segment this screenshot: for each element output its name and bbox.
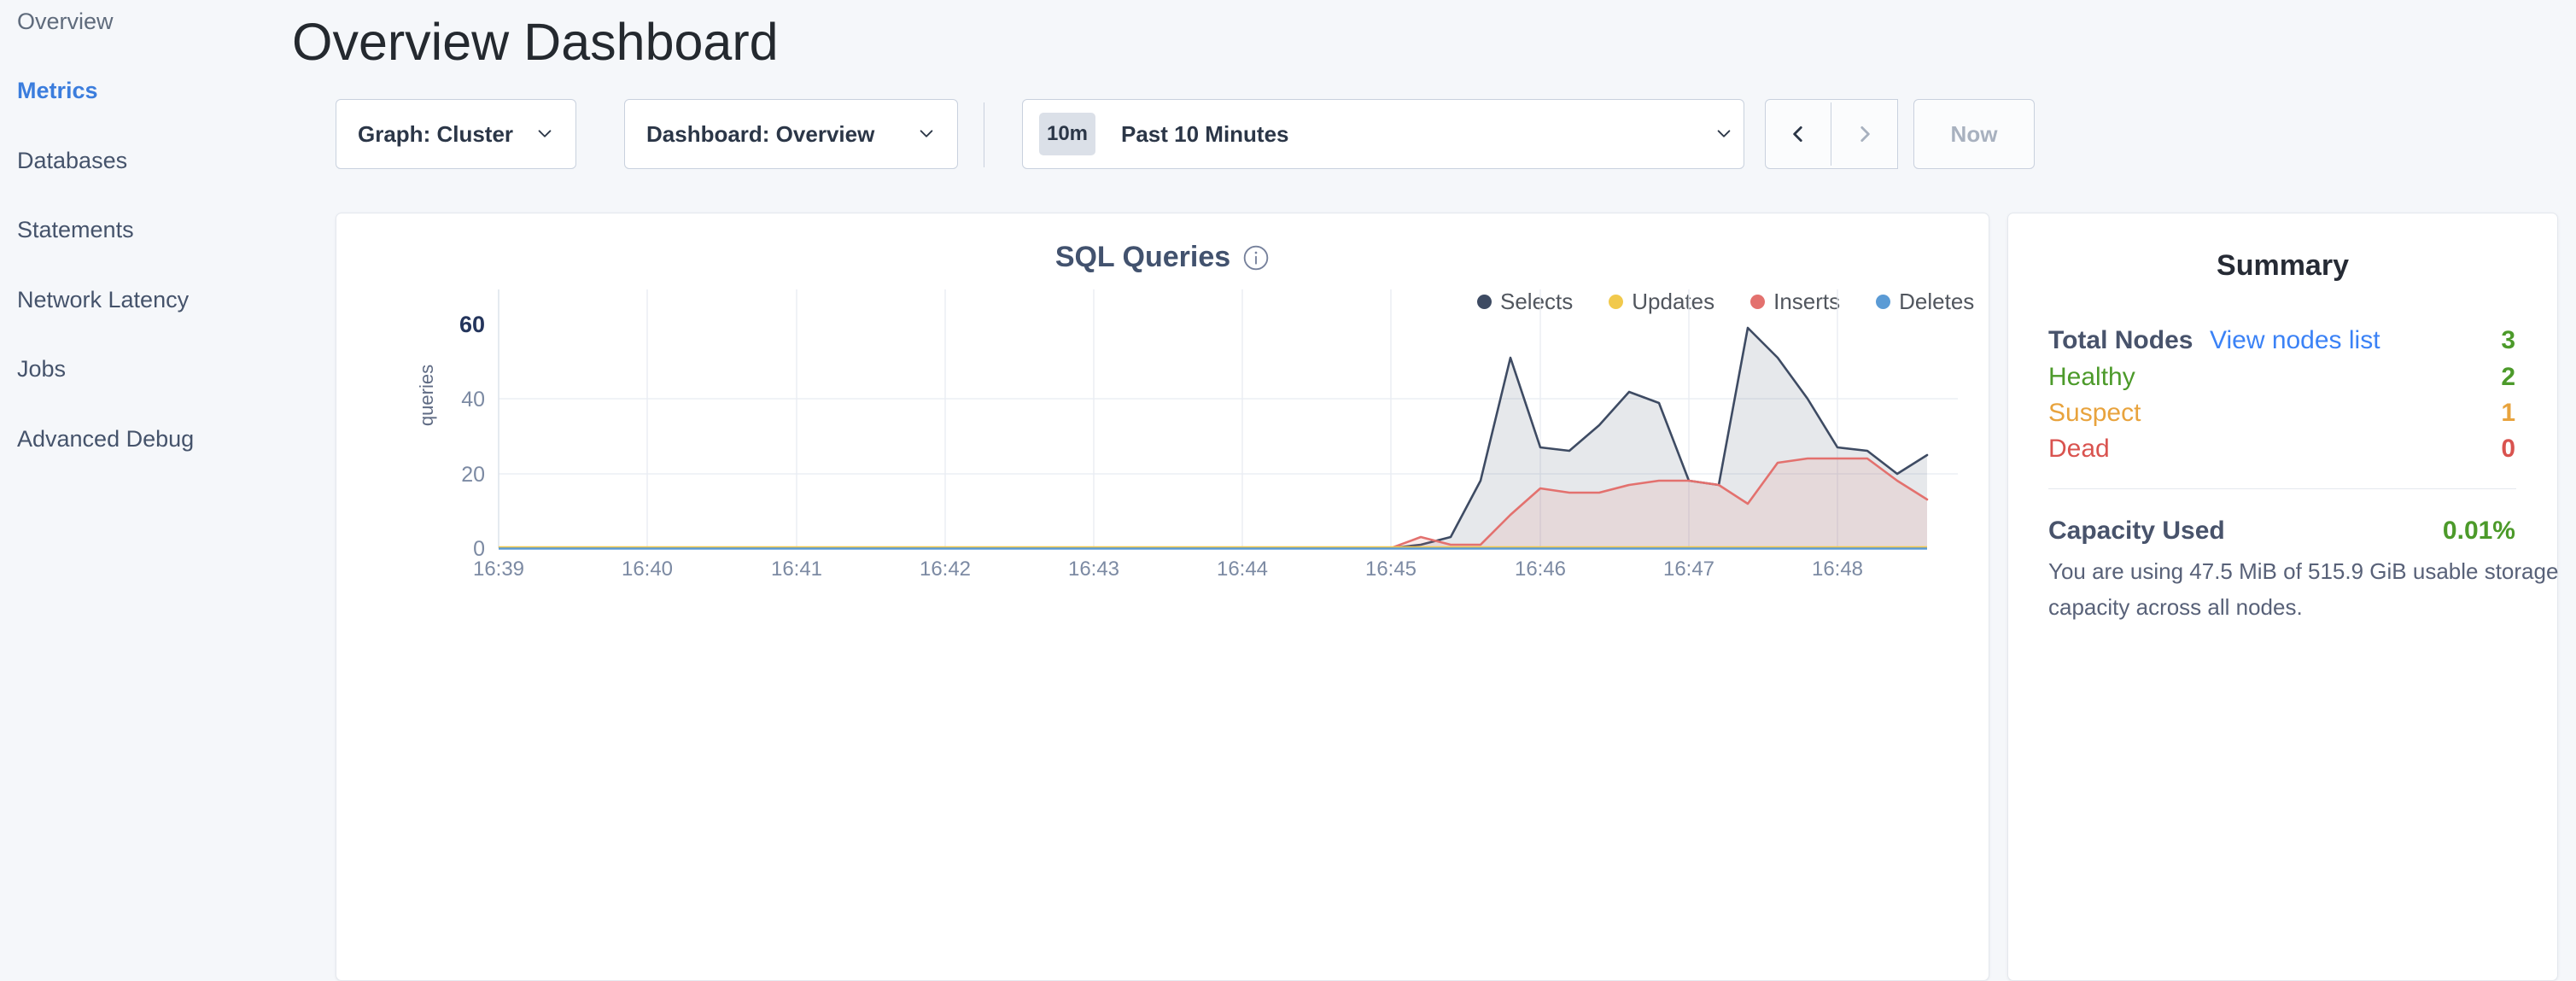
svg-text:20: 20 <box>461 463 485 487</box>
svg-text:16:44: 16:44 <box>1217 558 1268 581</box>
svg-text:16:41: 16:41 <box>771 558 822 581</box>
svg-text:16:43: 16:43 <box>1068 558 1119 581</box>
svg-text:40: 40 <box>461 388 485 412</box>
svg-text:60: 60 <box>459 312 485 337</box>
svg-text:16:47: 16:47 <box>1663 558 1714 581</box>
svg-text:16:46: 16:46 <box>1515 558 1566 581</box>
svg-text:16:40: 16:40 <box>622 558 673 581</box>
svg-text:16:39: 16:39 <box>473 558 524 581</box>
svg-text:16:42: 16:42 <box>920 558 971 581</box>
svg-text:16:45: 16:45 <box>1365 558 1417 581</box>
svg-text:16:48: 16:48 <box>1812 558 1863 581</box>
